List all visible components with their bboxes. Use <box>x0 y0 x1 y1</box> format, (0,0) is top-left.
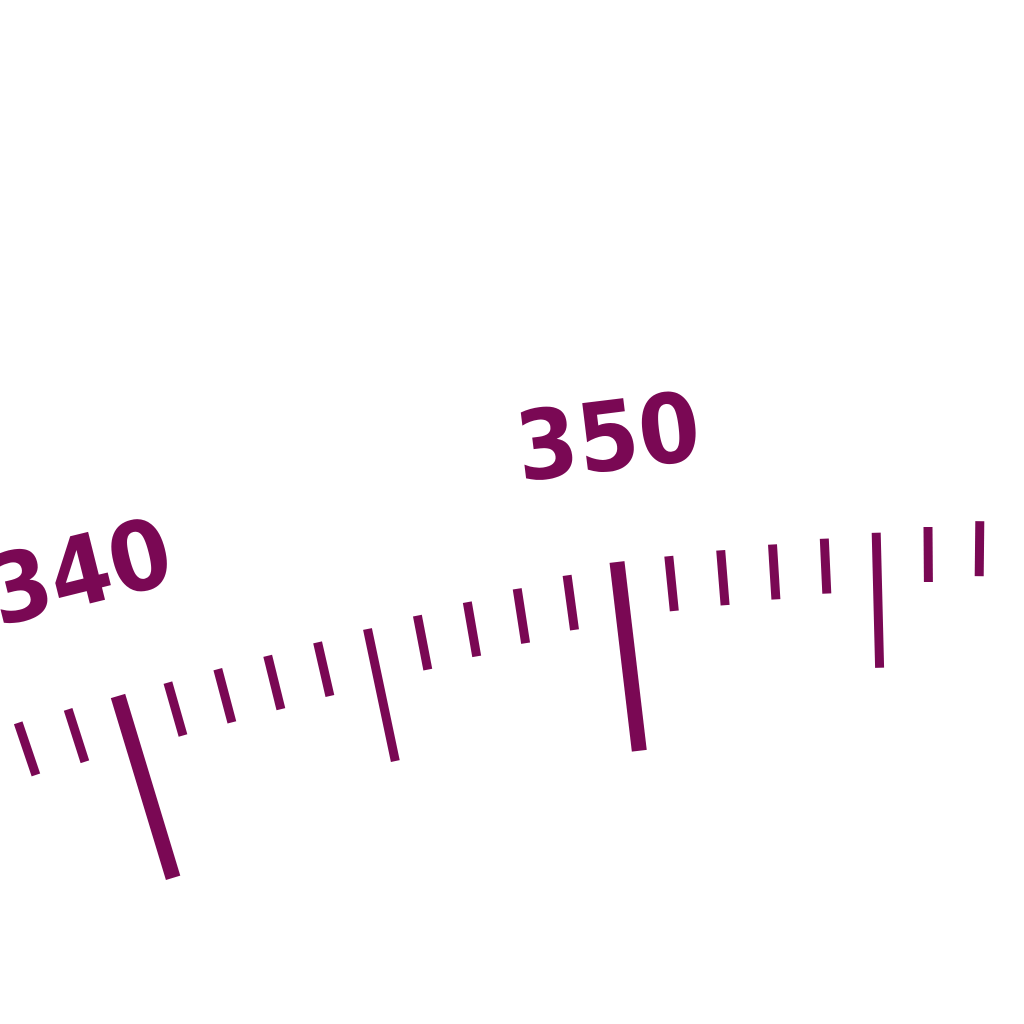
tick-352 <box>716 549 730 606</box>
bearing-label-340: 340 <box>0 495 183 649</box>
tick-357 <box>974 521 985 577</box>
tick-marks <box>13 521 985 880</box>
tick-342 <box>213 668 237 724</box>
tick-349 <box>562 574 579 631</box>
tick-353 <box>768 544 781 600</box>
tick-348 <box>512 588 531 644</box>
tick-343 <box>263 654 286 711</box>
tick-354 <box>819 538 832 594</box>
tick-339 <box>63 708 90 764</box>
tick-344 <box>313 641 335 698</box>
bearing-label-350: 350 <box>510 370 707 504</box>
tick-345 <box>363 628 400 763</box>
tick-355 <box>871 532 885 668</box>
tick-340 <box>110 693 181 880</box>
tick-350 <box>609 561 647 752</box>
tick-347 <box>462 601 482 658</box>
tick-346 <box>412 614 433 671</box>
tick-338 <box>13 721 41 777</box>
tick-351 <box>664 555 679 612</box>
tick-341 <box>163 681 188 737</box>
